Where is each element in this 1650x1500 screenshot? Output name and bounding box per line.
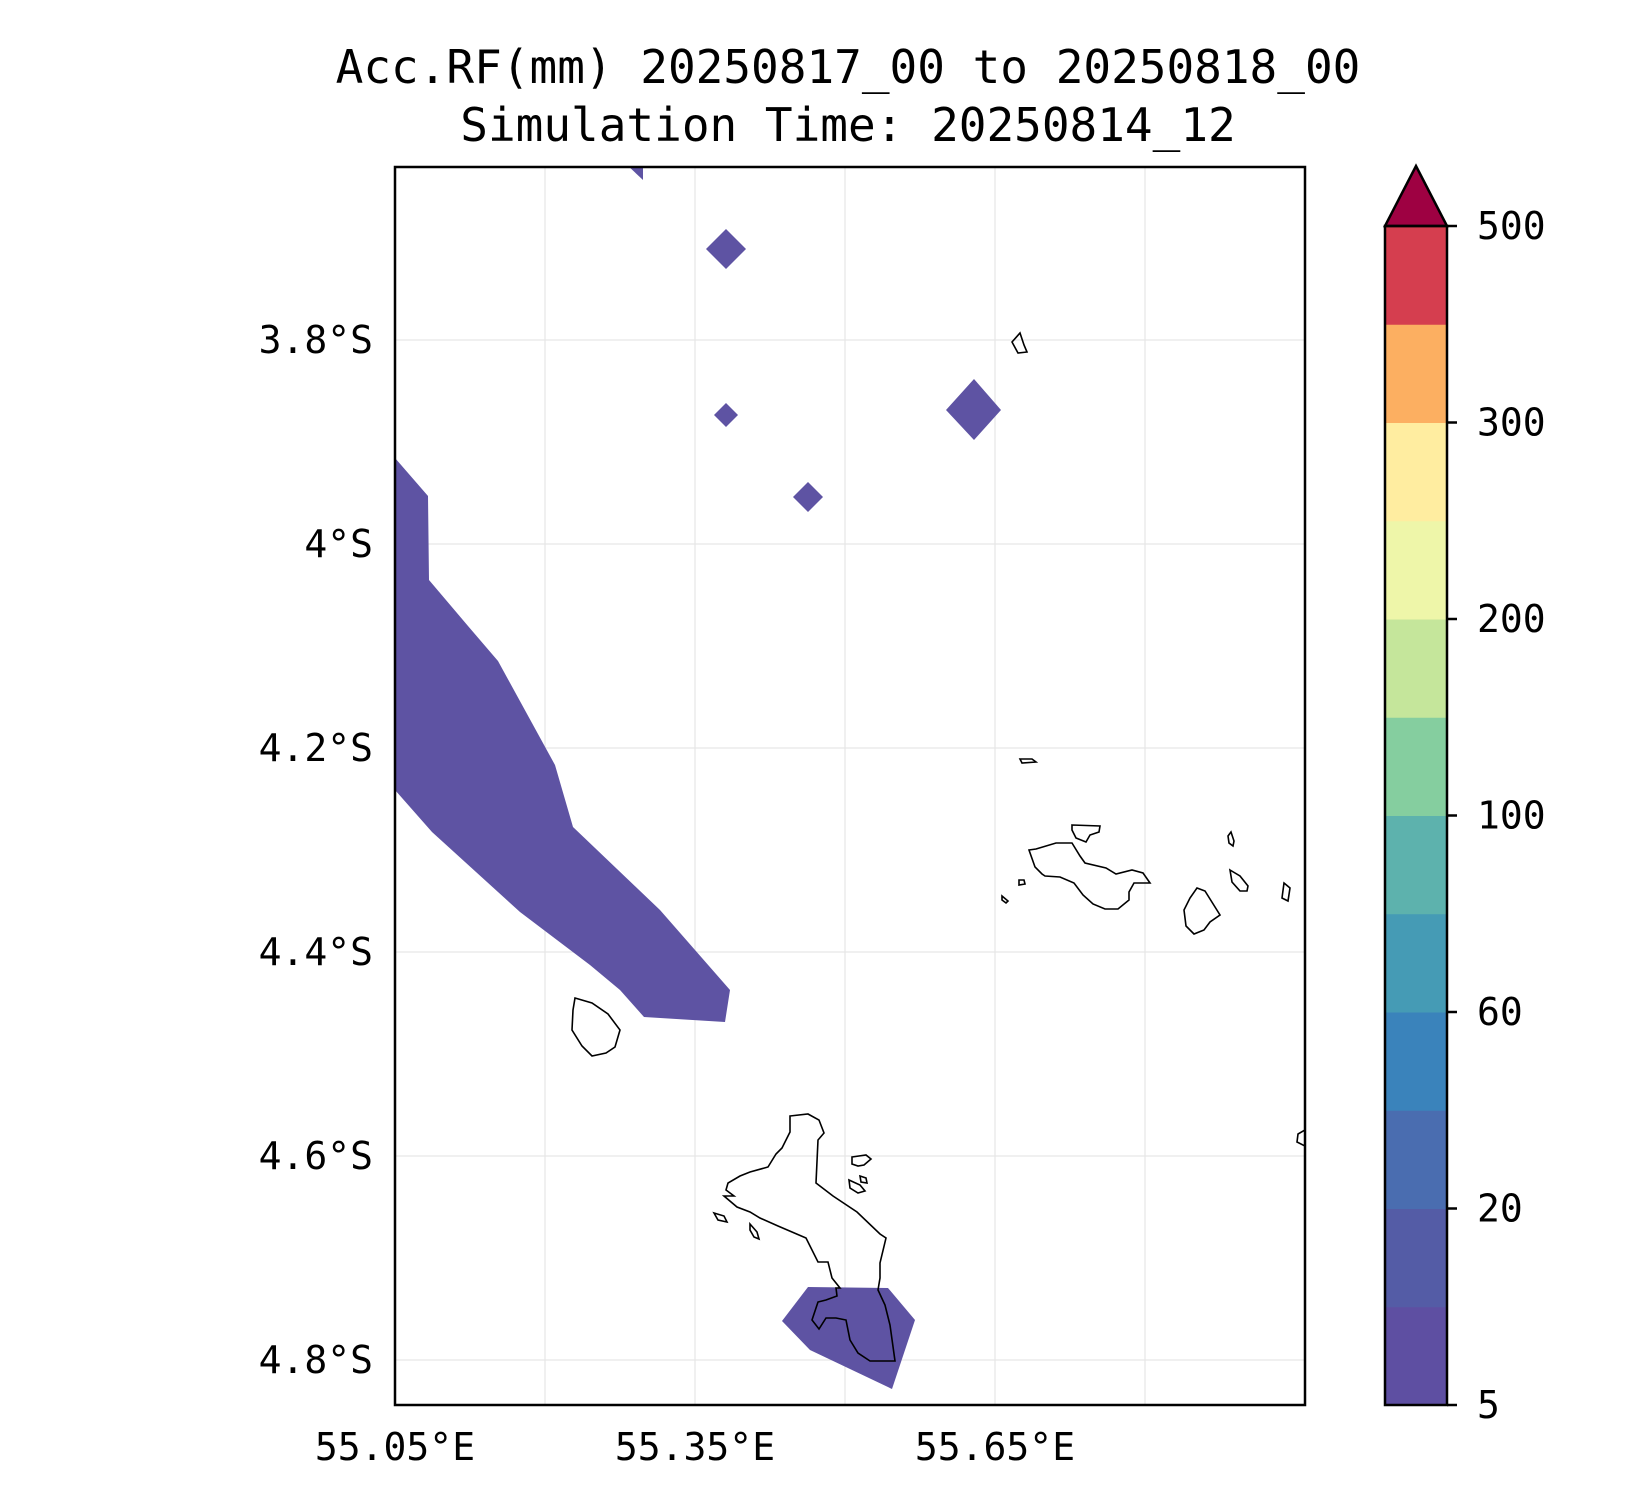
rain-area-south: [782, 1287, 915, 1389]
colorbar-segment: [1385, 1012, 1447, 1111]
coastline-islet-felicite: [1228, 868, 1249, 892]
colorbar-segment: [1385, 324, 1447, 423]
colorbar-segment: [1385, 619, 1447, 718]
rain-area-west-band: [395, 458, 730, 1022]
rain-patch-3: [714, 403, 738, 427]
lon-tick-label: 55.35°E: [615, 1425, 775, 1469]
colorbar-segment: [1385, 1208, 1447, 1308]
colorbar-segment: [1385, 913, 1447, 1013]
lat-tick-label: 4.2°S: [259, 726, 373, 770]
lat-tick-label: 4.6°S: [259, 1134, 373, 1178]
colorbar-tick-label: 200: [1477, 597, 1546, 641]
lat-tick-label: 3.8°S: [259, 318, 373, 362]
longitude-tick-labels: 55.05°E 55.35°E 55.65°E: [315, 1425, 1075, 1469]
colorbar-tick-label: 300: [1477, 401, 1546, 445]
colorbar-extend-arrow: [1382, 163, 1450, 228]
coastline-islet-edge: [1296, 1129, 1305, 1147]
colorbar-segment: [1385, 520, 1447, 620]
lon-tick-label: 55.65°E: [915, 1425, 1075, 1469]
map-frame: [393, 165, 1307, 1407]
coastline-islet-silhouette: [571, 996, 621, 1057]
colorbar-segment: [1385, 1110, 1447, 1209]
coastline-islet-aride: [1227, 830, 1235, 848]
rain-patch-2: [706, 229, 746, 269]
coastlines: [571, 331, 1305, 1362]
coastline-islet-north-2: [1018, 758, 1039, 764]
rain-patch-4: [793, 482, 823, 512]
lat-tick-label: 4.8°S: [259, 1338, 373, 1382]
coastline-islet-praslin-west: [1027, 842, 1152, 910]
coastline-islet-moyenne: [858, 1174, 869, 1184]
colorbar: 5 20 60 100 200 300 500: [1382, 163, 1546, 1427]
colorbar-tick-label: 100: [1477, 794, 1546, 838]
colorbar-segment: [1385, 815, 1447, 915]
coastline-islet-ste-anne: [851, 1154, 873, 1167]
coastline-islet-east: [1281, 881, 1291, 903]
rain-patch-1: [629, 167, 643, 180]
lat-tick-label: 4.4°S: [259, 930, 373, 974]
coastline-islet-therese: [712, 1211, 729, 1224]
rain-patch-5: [946, 379, 1001, 440]
colorbar-tick-label: 60: [1477, 990, 1523, 1034]
coastline-islet-conception: [749, 1221, 761, 1241]
map-title: Acc.RF(mm) 20250817_00 to 20250818_00: [335, 40, 1361, 94]
lon-tick-label: 55.05°E: [315, 1425, 475, 1469]
coastline-islet-small-1: [1018, 879, 1026, 886]
coastline-islet-curieuse: [1071, 824, 1101, 844]
coastline-islet-ladigue: [1183, 887, 1222, 935]
latitude-tick-labels: 3.8°S 4°S 4.2°S 4.4°S 4.6°S 4.8°S: [259, 318, 373, 1382]
coastline-islet-north-1: [1011, 331, 1029, 354]
coastline-islet-small-2: [1001, 894, 1010, 905]
colorbar-segment: [1385, 422, 1447, 522]
map-subtitle: Simulation Time: 20250814_12: [460, 98, 1236, 152]
coastline-island-mahe: [721, 1113, 896, 1362]
lat-tick-label: 4°S: [304, 522, 373, 566]
colorbar-segment: [1385, 717, 1447, 816]
rainfall-areas: [395, 167, 1001, 1389]
coastline-islet-cerf: [848, 1178, 867, 1194]
colorbar-segment: [1385, 226, 1447, 325]
colorbar-tick-label: 20: [1477, 1187, 1523, 1231]
colorbar-tick-label: 5: [1477, 1383, 1500, 1427]
colorbar-tick-label: 500: [1477, 204, 1546, 248]
colorbar-segment: [1385, 1306, 1447, 1406]
